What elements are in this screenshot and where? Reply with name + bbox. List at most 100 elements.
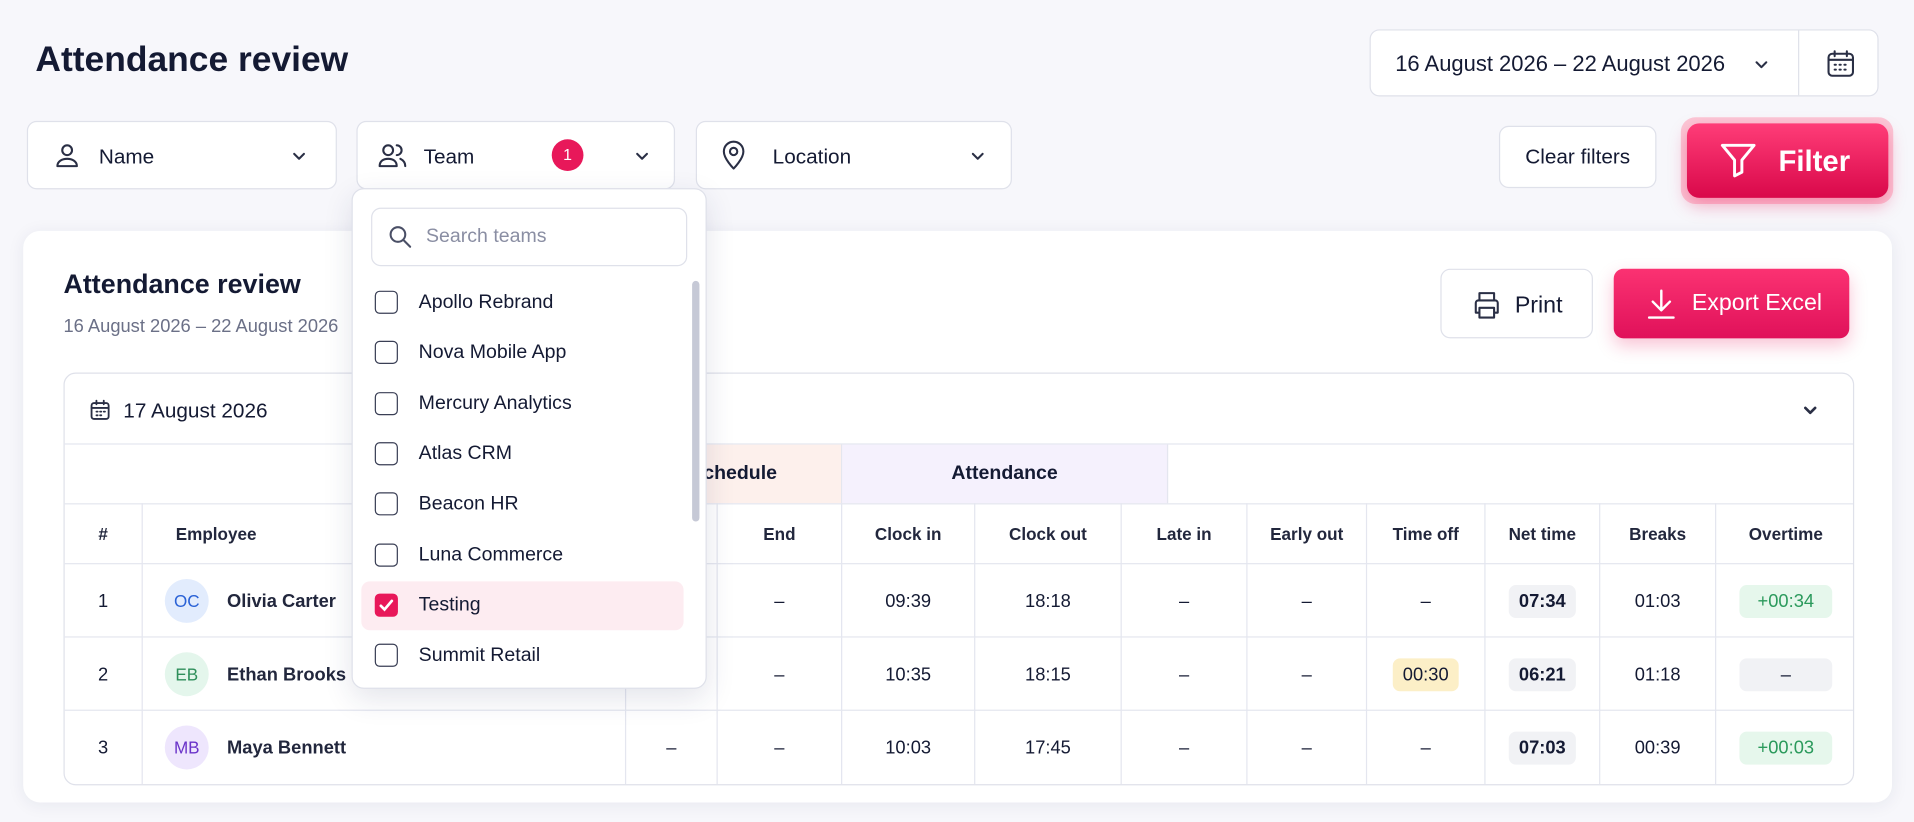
- cell: [626, 564, 718, 638]
- cell-value: –: [1178, 737, 1190, 758]
- cell: 17:45: [975, 710, 1122, 785]
- chevron: [293, 152, 305, 160]
- cell-value: 06:21: [1509, 657, 1576, 691]
- pin-icon: [722, 140, 745, 170]
- checkbox[interactable]: [374, 643, 398, 667]
- cell: –: [1122, 710, 1248, 785]
- avatar: MB: [164, 725, 209, 770]
- column-header: Overtime: [1748, 523, 1823, 544]
- cell: –: [1716, 638, 1853, 711]
- column-header: #: [65, 503, 143, 565]
- cell-value: +00:34: [1739, 584, 1833, 618]
- export-button[interactable]: Export Excel: [1613, 268, 1850, 339]
- column-header: Breaks: [1600, 503, 1717, 565]
- chevron: [1755, 61, 1768, 69]
- cell: –: [626, 710, 718, 785]
- team-option[interactable]: Testing: [361, 581, 684, 630]
- team-filter[interactable]: Team 1: [356, 120, 676, 190]
- cell: +00:34: [1716, 564, 1853, 637]
- checkbox[interactable]: [374, 290, 398, 314]
- row-number: 2: [65, 637, 143, 711]
- column-header: Early out: [1248, 503, 1368, 565]
- cell: –: [1367, 564, 1486, 638]
- calendar-icon: [90, 399, 110, 420]
- cell: 07:03: [1486, 710, 1601, 785]
- checkbox[interactable]: [374, 492, 398, 516]
- employee-name: Maya Bennett: [227, 737, 347, 758]
- day-card: 17 August 2026 Schedule Attendance # Employ…: [63, 372, 1855, 786]
- filter-label: Filter: [1778, 145, 1851, 179]
- column-header: Clock out: [975, 503, 1122, 565]
- cell-value: –: [1739, 657, 1833, 691]
- filter-button[interactable]: Filter: [1686, 123, 1889, 198]
- checkbox-checked[interactable]: [374, 593, 398, 617]
- column-header: Clock in: [842, 503, 976, 565]
- avatar: EB: [164, 652, 209, 697]
- divider: [64, 636, 1853, 638]
- search-input[interactable]: Search teams: [371, 207, 688, 267]
- button-label: Export Excel: [1691, 290, 1823, 317]
- cell: 01:18: [1600, 637, 1717, 711]
- print-button[interactable]: Print: [1440, 268, 1593, 339]
- cell-value: 17:45: [1025, 737, 1071, 758]
- cell: –: [1248, 564, 1368, 638]
- team-option[interactable]: Luna Commerce: [361, 531, 683, 580]
- team-dropdown: Search teams Apollo Rebrand Nova Mobile A…: [351, 188, 707, 689]
- cell: –: [1248, 710, 1368, 785]
- cell-value: 18:15: [1025, 663, 1071, 685]
- cell-value: 18:18: [1025, 590, 1071, 612]
- cell-value: 09:39: [885, 590, 932, 612]
- employee-name: Ethan Brooks: [227, 663, 347, 685]
- team-option[interactable]: Beacon HR: [361, 480, 683, 529]
- checkbox[interactable]: [374, 542, 398, 567]
- cell-value: 07:34: [1509, 584, 1576, 618]
- panel-subtitle: 16 August 2026 – 22 August 2026: [63, 316, 339, 338]
- employee-name: Olivia Carter: [227, 590, 336, 612]
- divider: [1798, 30, 1800, 96]
- button-label: Print: [1514, 293, 1563, 319]
- check-mark: [379, 599, 394, 612]
- team-option[interactable]: Nova Mobile App: [361, 329, 683, 378]
- cell-value: –: [666, 737, 677, 758]
- team-option[interactable]: Apollo Rebrand: [361, 278, 683, 327]
- checkbox[interactable]: [374, 391, 398, 415]
- row-number: 1: [65, 564, 143, 638]
- cell-value: 00:30: [1393, 657, 1459, 691]
- cell: 18:18: [975, 564, 1122, 638]
- cell-value: –: [1301, 663, 1312, 685]
- cell-value: –: [1420, 590, 1431, 612]
- name-filter[interactable]: Name: [26, 120, 337, 190]
- person-icon: [56, 144, 78, 168]
- cell: 00:39: [1600, 710, 1717, 785]
- avatar: OC: [164, 578, 209, 623]
- count-badge: 1: [551, 139, 584, 171]
- checkbox[interactable]: [374, 341, 398, 365]
- clear-filters-button[interactable]: Clear filters: [1498, 125, 1657, 189]
- cell-value: –: [774, 663, 785, 685]
- divider: [64, 563, 1853, 565]
- scrollbar[interactable]: [692, 280, 700, 522]
- panel-title: Attendance review: [63, 268, 301, 300]
- filter-label: Location: [772, 145, 852, 169]
- cell: 09:39: [842, 564, 976, 638]
- option-label: Beacon HR: [418, 493, 519, 515]
- chevron[interactable]: [1800, 401, 1820, 421]
- cell: 07:34: [1486, 564, 1601, 638]
- cell-value: 01:03: [1634, 590, 1681, 612]
- date-picker[interactable]: 16 August 2026 – 22 August 2026: [1369, 29, 1879, 97]
- divider: [64, 709, 1853, 711]
- column-header: [626, 503, 718, 565]
- filter-label: Team: [423, 145, 475, 169]
- cell: 18:15: [975, 637, 1122, 711]
- team-option[interactable]: Atlas CRM: [361, 430, 683, 479]
- calendar-icon[interactable]: [1825, 48, 1857, 80]
- date-range: 16 August 2026 – 22 August 2026: [1395, 51, 1726, 76]
- team-option[interactable]: Mercury Analytics: [361, 379, 683, 428]
- cell-value: 07:03: [1509, 731, 1576, 764]
- checkbox[interactable]: [374, 442, 398, 466]
- location-filter[interactable]: Location: [695, 120, 1012, 190]
- cell: [626, 637, 718, 711]
- team-option[interactable]: Summit Retail: [361, 632, 683, 681]
- cell-value: +00:03: [1739, 731, 1833, 764]
